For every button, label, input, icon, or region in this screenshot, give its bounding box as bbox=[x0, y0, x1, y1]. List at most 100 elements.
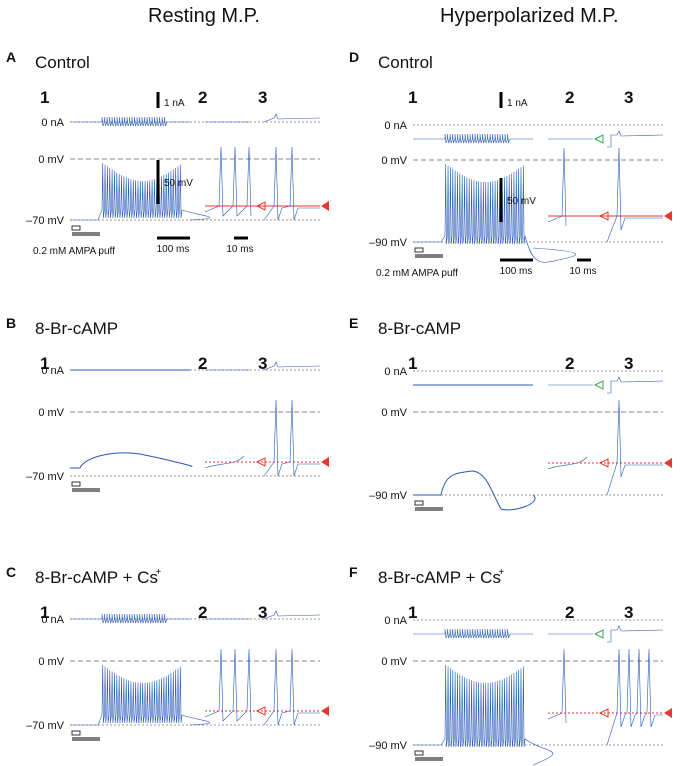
puff-marker bbox=[71, 225, 81, 231]
holding-marker bbox=[593, 380, 604, 390]
sub-label-2: 2 bbox=[565, 88, 574, 107]
panel-letter: F bbox=[349, 564, 358, 580]
ylabel-current: 0 nA bbox=[41, 614, 64, 626]
ylabel-zero-mv: 0 mV bbox=[38, 154, 64, 166]
time-scale-label-1: 100 ms bbox=[157, 244, 190, 255]
holding-marker bbox=[593, 134, 604, 144]
ylabel-current: 0 nA bbox=[384, 615, 407, 627]
sub-label-2: 2 bbox=[198, 603, 207, 622]
threshold-open-arrow bbox=[255, 706, 266, 716]
sub-label-1: 1 bbox=[40, 603, 49, 622]
voltage-trace-3 bbox=[606, 147, 663, 243]
sub-label-1: 1 bbox=[40, 88, 49, 107]
sub-label-3: 3 bbox=[258, 603, 267, 622]
threshold-filled-arrow bbox=[664, 458, 672, 468]
threshold-open-arrow bbox=[598, 458, 609, 468]
sub-label-3: 3 bbox=[258, 354, 267, 373]
time-scale-label-1: 100 ms bbox=[500, 266, 533, 277]
ylabel-rest: –90 mV bbox=[369, 740, 408, 752]
current-scale-label: 1 nA bbox=[164, 98, 185, 109]
ylabel-current: 0 nA bbox=[41, 117, 64, 129]
voltage-scale-label: 50 mV bbox=[164, 178, 193, 189]
column-title-hyperpolarized: Hyperpolarized M.P. bbox=[440, 5, 619, 27]
panel-letter: D bbox=[349, 49, 359, 65]
current-trace-3 bbox=[263, 113, 321, 123]
voltage-trace-2 bbox=[547, 147, 567, 227]
voltage-trace-1 bbox=[413, 664, 553, 766]
panel-e: E 8-Br-cAMP 1 2 3 0 nA 0 mV –90 mV bbox=[349, 315, 672, 511]
panel-title: 8-Br-cAMP bbox=[35, 319, 118, 338]
threshold-open-arrow bbox=[598, 211, 609, 221]
puff-marker bbox=[71, 481, 81, 487]
voltage-trace-2 bbox=[204, 648, 252, 722]
panel-title: 8-Br-cAMP bbox=[378, 319, 461, 338]
threshold-filled-arrow bbox=[321, 706, 329, 716]
time-scale-label-2: 10 ms bbox=[569, 266, 596, 277]
voltage-trace-1 bbox=[70, 162, 210, 221]
voltage-scale-label: 50 mV bbox=[507, 196, 536, 207]
voltage-trace-2 bbox=[204, 455, 245, 469]
puff-bar bbox=[72, 232, 100, 236]
current-trace-3 bbox=[263, 361, 321, 371]
puff-bar bbox=[72, 488, 100, 492]
threshold-open-arrow bbox=[255, 457, 266, 467]
puff-label: 0.2 mM AMPA puff bbox=[33, 246, 115, 257]
sub-label-2: 2 bbox=[565, 354, 574, 373]
sub-label-1: 1 bbox=[408, 603, 417, 622]
voltage-trace-1 bbox=[413, 470, 536, 511]
voltage-trace-1 bbox=[413, 163, 576, 263]
panel-title-superscript: + bbox=[155, 567, 161, 578]
panel-c: C 8-Br-cAMP + Cs+1 2 3 0 nA 0 mV –70 mV bbox=[6, 564, 329, 741]
threshold-open-arrow bbox=[255, 201, 266, 211]
threshold-filled-arrow bbox=[664, 708, 672, 718]
current-trace-1 bbox=[70, 613, 190, 624]
voltage-trace-1 bbox=[70, 452, 193, 469]
column-title-resting: Resting M.P. bbox=[148, 5, 260, 27]
ylabel-rest: –90 mV bbox=[369, 490, 408, 502]
puff-label: 0.2 mM AMPA puff bbox=[376, 268, 458, 279]
threshold-filled-arrow bbox=[321, 457, 329, 467]
panel-letter: C bbox=[6, 564, 16, 580]
panel-title: Control bbox=[35, 53, 90, 72]
threshold-open-arrow bbox=[598, 708, 609, 718]
puff-marker bbox=[414, 500, 424, 506]
voltage-trace-1 bbox=[70, 664, 210, 726]
current-trace-3 bbox=[607, 376, 664, 394]
current-trace-1 bbox=[413, 628, 533, 639]
current-trace-1 bbox=[413, 133, 533, 144]
puff-bar bbox=[415, 757, 443, 761]
sub-label-3: 3 bbox=[258, 88, 267, 107]
ylabel-current: 0 nA bbox=[384, 366, 407, 378]
voltage-trace-3 bbox=[263, 399, 320, 477]
voltage-trace-3 bbox=[606, 399, 663, 496]
current-trace-3 bbox=[263, 610, 321, 620]
sub-label-3: 3 bbox=[624, 88, 633, 107]
ylabel-zero-mv: 0 mV bbox=[38, 407, 64, 419]
voltage-trace-3 bbox=[263, 648, 320, 726]
puff-marker bbox=[414, 750, 424, 756]
voltage-trace-2 bbox=[547, 456, 588, 470]
voltage-trace-3 bbox=[606, 648, 663, 746]
ylabel-rest: –70 mV bbox=[26, 720, 65, 732]
panel-letter: E bbox=[349, 315, 358, 331]
time-scale-label-2: 10 ms bbox=[226, 244, 253, 255]
ylabel-zero-mv: 0 mV bbox=[381, 155, 407, 167]
panel-letter: A bbox=[6, 49, 16, 65]
panel-letter: B bbox=[6, 315, 16, 331]
puff-bar bbox=[415, 254, 443, 258]
ylabel-current: 0 nA bbox=[384, 120, 407, 132]
current-trace-3 bbox=[607, 625, 664, 643]
panel-a: A Control 1 2 3 0 nA 0 mV –70 mV 1 nA 50 mV 100 ms… bbox=[6, 49, 329, 257]
ylabel-rest: –90 mV bbox=[369, 237, 408, 249]
puff-marker bbox=[414, 247, 424, 253]
voltage-trace-3 bbox=[263, 146, 320, 221]
current-scale-label: 1 nA bbox=[507, 98, 528, 109]
threshold-filled-arrow bbox=[664, 211, 672, 221]
panel-title: 8-Br-cAMP + Cs bbox=[35, 568, 158, 587]
ylabel-rest: –70 mV bbox=[26, 471, 65, 483]
panel-title-superscript: + bbox=[498, 567, 504, 578]
sub-label-1: 1 bbox=[40, 354, 49, 373]
panel-f: F 8-Br-cAMP + Cs+1 2 3 0 nA 0 mV –90 mV bbox=[349, 564, 672, 766]
sub-label-2: 2 bbox=[198, 88, 207, 107]
